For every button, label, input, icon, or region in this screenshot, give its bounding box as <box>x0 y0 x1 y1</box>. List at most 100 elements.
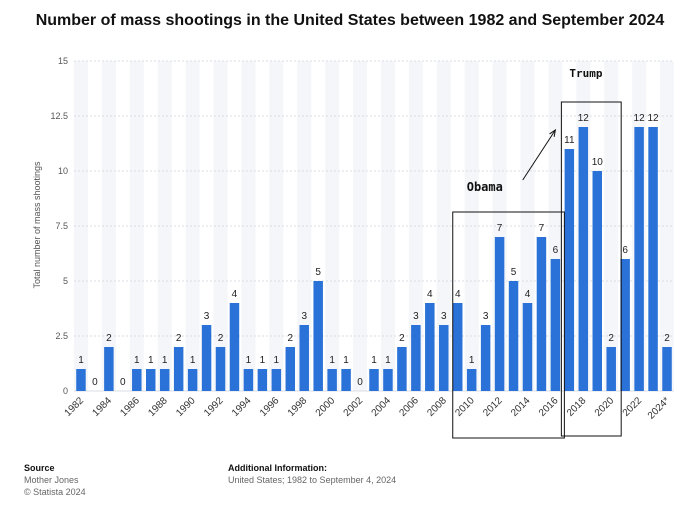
source-line-2: © Statista 2024 <box>24 487 86 497</box>
x-tick-label: 1988 <box>146 395 170 419</box>
y-tick-label: 2.5 <box>55 331 68 341</box>
arrow-line <box>522 129 556 181</box>
data-label: 1 <box>329 355 335 366</box>
data-label: 0 <box>120 377 126 388</box>
data-label: 3 <box>301 311 307 322</box>
bar <box>173 347 184 391</box>
bar <box>494 237 505 391</box>
bar <box>285 347 296 391</box>
bar <box>104 347 114 391</box>
y-axis-label: Total number of mass shootings <box>32 161 42 289</box>
x-axis-ticks: 1982 1984 1986 1988 1990 1992 1994 1996 1998 2000… <box>63 395 673 422</box>
bar <box>634 127 644 391</box>
data-label: 2 <box>399 333 405 344</box>
y-axis-ticks: 0 2.5 5 7.5 10 12.5 15 <box>50 56 68 396</box>
column-band <box>74 61 88 391</box>
data-label: 2 <box>287 333 293 344</box>
x-tick-label: 1982 <box>63 395 87 419</box>
data-label: 7 <box>497 223 503 234</box>
x-tick-label: 2008 <box>425 395 449 419</box>
data-label: 12 <box>648 113 660 124</box>
arrow-head-icon <box>549 128 557 137</box>
x-tick-label: 1994 <box>230 395 254 419</box>
source-line-1: Mother Jones <box>24 475 79 485</box>
data-label: 1 <box>385 355 391 366</box>
data-label: 4 <box>525 289 531 300</box>
column-bands <box>74 61 674 391</box>
bar <box>159 369 170 391</box>
column-band <box>297 61 312 391</box>
bar <box>550 259 561 391</box>
bar <box>578 127 589 391</box>
data-label: 1 <box>78 355 84 366</box>
bar <box>411 325 421 391</box>
bar <box>369 369 379 391</box>
bar <box>243 369 254 391</box>
y-tick-label: 0 <box>63 386 68 396</box>
data-label: 6 <box>622 245 628 256</box>
column-band <box>269 61 284 391</box>
x-tick-label: 1996 <box>258 395 282 419</box>
data-label: 12 <box>578 113 590 124</box>
bar <box>620 259 630 391</box>
y-tick-label: 7.5 <box>55 221 68 231</box>
bar <box>480 325 491 391</box>
source-block: Source Mother Jones © Statista 2024 <box>24 462 86 498</box>
bar <box>439 325 449 391</box>
data-label: 2 <box>608 333 614 344</box>
x-tick-label: 2016 <box>537 395 561 419</box>
data-label: 3 <box>413 311 419 322</box>
x-tick-label: 1998 <box>286 395 310 419</box>
column-band <box>157 61 172 391</box>
bar <box>187 369 198 391</box>
data-label: 1 <box>246 355 252 366</box>
bar <box>229 303 240 391</box>
data-label: 1 <box>148 355 154 366</box>
bars <box>76 127 672 391</box>
trump-term-box <box>560 101 622 437</box>
x-tick-label: 1986 <box>118 395 142 419</box>
bar <box>536 237 547 391</box>
data-label: 1 <box>260 355 266 366</box>
data-label: 0 <box>92 377 98 388</box>
x-tick-label: 1990 <box>174 395 198 419</box>
data-label: 1 <box>343 355 349 366</box>
data-label: 6 <box>553 245 559 256</box>
column-band <box>353 61 368 391</box>
bar <box>648 127 658 391</box>
data-label: 3 <box>441 311 447 322</box>
bar <box>327 369 337 391</box>
data-label: 4 <box>427 289 433 300</box>
column-band <box>213 61 228 391</box>
column-band <box>325 61 340 391</box>
x-tick-label: 2010 <box>453 395 477 419</box>
bar <box>383 369 393 391</box>
column-band <box>129 61 144 391</box>
bar <box>271 369 282 391</box>
bar <box>299 325 309 391</box>
bar <box>215 347 226 391</box>
x-tick-label: 2022 <box>621 395 645 419</box>
column-band <box>241 61 256 391</box>
x-tick-label: 2018 <box>565 395 589 419</box>
trump-annotation: Trump <box>569 67 602 80</box>
y-tick-label: 12.5 <box>50 111 68 121</box>
data-label: 1 <box>274 355 280 366</box>
x-tick-label: 2002 <box>342 395 366 419</box>
data-label: 7 <box>539 223 545 234</box>
bar <box>132 369 142 391</box>
column-band <box>101 61 116 391</box>
x-tick-label: 2014 <box>509 395 533 419</box>
x-tick-label: 1984 <box>90 395 114 419</box>
y-tick-label: 15 <box>58 56 68 66</box>
data-label: 2 <box>664 333 670 344</box>
obama-annotation: Obama <box>467 180 503 194</box>
additional-info-block: Additional Information: United States; 1… <box>228 462 396 486</box>
x-tick-label: 2000 <box>314 395 338 419</box>
column-band <box>185 61 200 391</box>
bar <box>508 281 519 391</box>
x-tick-label: 2006 <box>397 395 421 419</box>
data-label: 1 <box>134 355 140 366</box>
data-label: 12 <box>634 113 646 124</box>
